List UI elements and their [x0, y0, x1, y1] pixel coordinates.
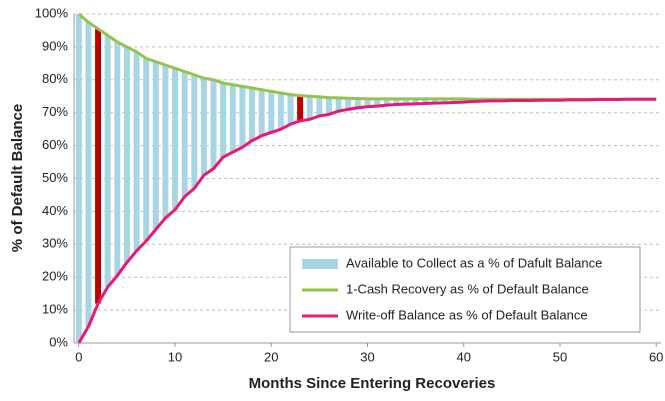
- legend-swatch: [302, 259, 338, 269]
- bar: [143, 58, 150, 242]
- bar: [277, 92, 284, 130]
- bar: [104, 35, 111, 288]
- bar: [133, 51, 140, 251]
- bar: [181, 71, 188, 197]
- bar: [258, 89, 265, 136]
- y-tick-label: 0%: [49, 334, 68, 349]
- bar: [85, 22, 92, 327]
- x-tick-label: 30: [360, 349, 374, 364]
- y-tick-label: 50%: [42, 170, 68, 185]
- bar: [229, 84, 236, 153]
- y-tick-label: 40%: [42, 203, 68, 218]
- legend-box: [289, 246, 641, 333]
- y-tick-label: 60%: [42, 137, 68, 152]
- bar: [75, 14, 82, 343]
- bar: [172, 68, 179, 210]
- bar: [200, 78, 207, 176]
- bar: [345, 98, 352, 110]
- y-tick-label: 80%: [42, 71, 68, 86]
- bar: [316, 96, 323, 116]
- y-tick-label: 100%: [35, 5, 69, 20]
- bar: [403, 98, 409, 105]
- bar: [412, 98, 419, 104]
- bar: [326, 97, 332, 115]
- bar: [268, 91, 275, 133]
- bar: [191, 74, 198, 189]
- bar: [210, 79, 217, 169]
- x-tick-label: 0: [75, 349, 82, 364]
- bar: [374, 98, 381, 107]
- bar: [123, 46, 130, 263]
- y-tick-label: 70%: [42, 104, 68, 119]
- bar: [306, 96, 313, 120]
- x-tick-label: 20: [264, 349, 278, 364]
- x-axis-label: Months Since Entering Recoveries: [249, 375, 496, 392]
- bar: [220, 83, 227, 158]
- bar: [335, 97, 342, 112]
- bar: [287, 94, 294, 125]
- bar: [162, 64, 169, 218]
- legend-label: Write-off Balance as % of Default Balanc…: [346, 307, 588, 322]
- line: [77, 97, 657, 344]
- bar: [441, 98, 448, 103]
- y-tick-label: 20%: [42, 269, 68, 284]
- y-tick-label: 10%: [42, 302, 68, 317]
- bar: [354, 98, 361, 108]
- bar: [460, 98, 467, 103]
- y-tick-label: 30%: [42, 236, 68, 251]
- bar: [383, 98, 390, 106]
- bar: [431, 98, 438, 104]
- bar: [249, 88, 256, 141]
- x-tick-label: 50: [553, 349, 567, 364]
- legend-label: 1-Cash Recovery as % of Default Balance: [346, 281, 589, 296]
- bar: [114, 41, 121, 276]
- bar: [451, 98, 458, 103]
- bar: [364, 98, 371, 107]
- bar: [239, 86, 246, 148]
- x-tick-label: 10: [168, 349, 182, 364]
- bar: [422, 98, 429, 104]
- bar: [393, 98, 400, 105]
- legend: Available to Collect as a % of Dafult Ba…: [289, 246, 641, 333]
- y-tick-label: 90%: [42, 38, 68, 53]
- x-tick-label: 40: [456, 349, 470, 364]
- y-axis-label: % of Default Balance: [9, 104, 26, 252]
- x-tick-label: 60: [649, 349, 663, 364]
- bar: [297, 95, 304, 121]
- legend-label: Available to Collect as a % of Dafult Ba…: [346, 255, 602, 270]
- bar: [152, 61, 159, 230]
- bar: [95, 28, 102, 304]
